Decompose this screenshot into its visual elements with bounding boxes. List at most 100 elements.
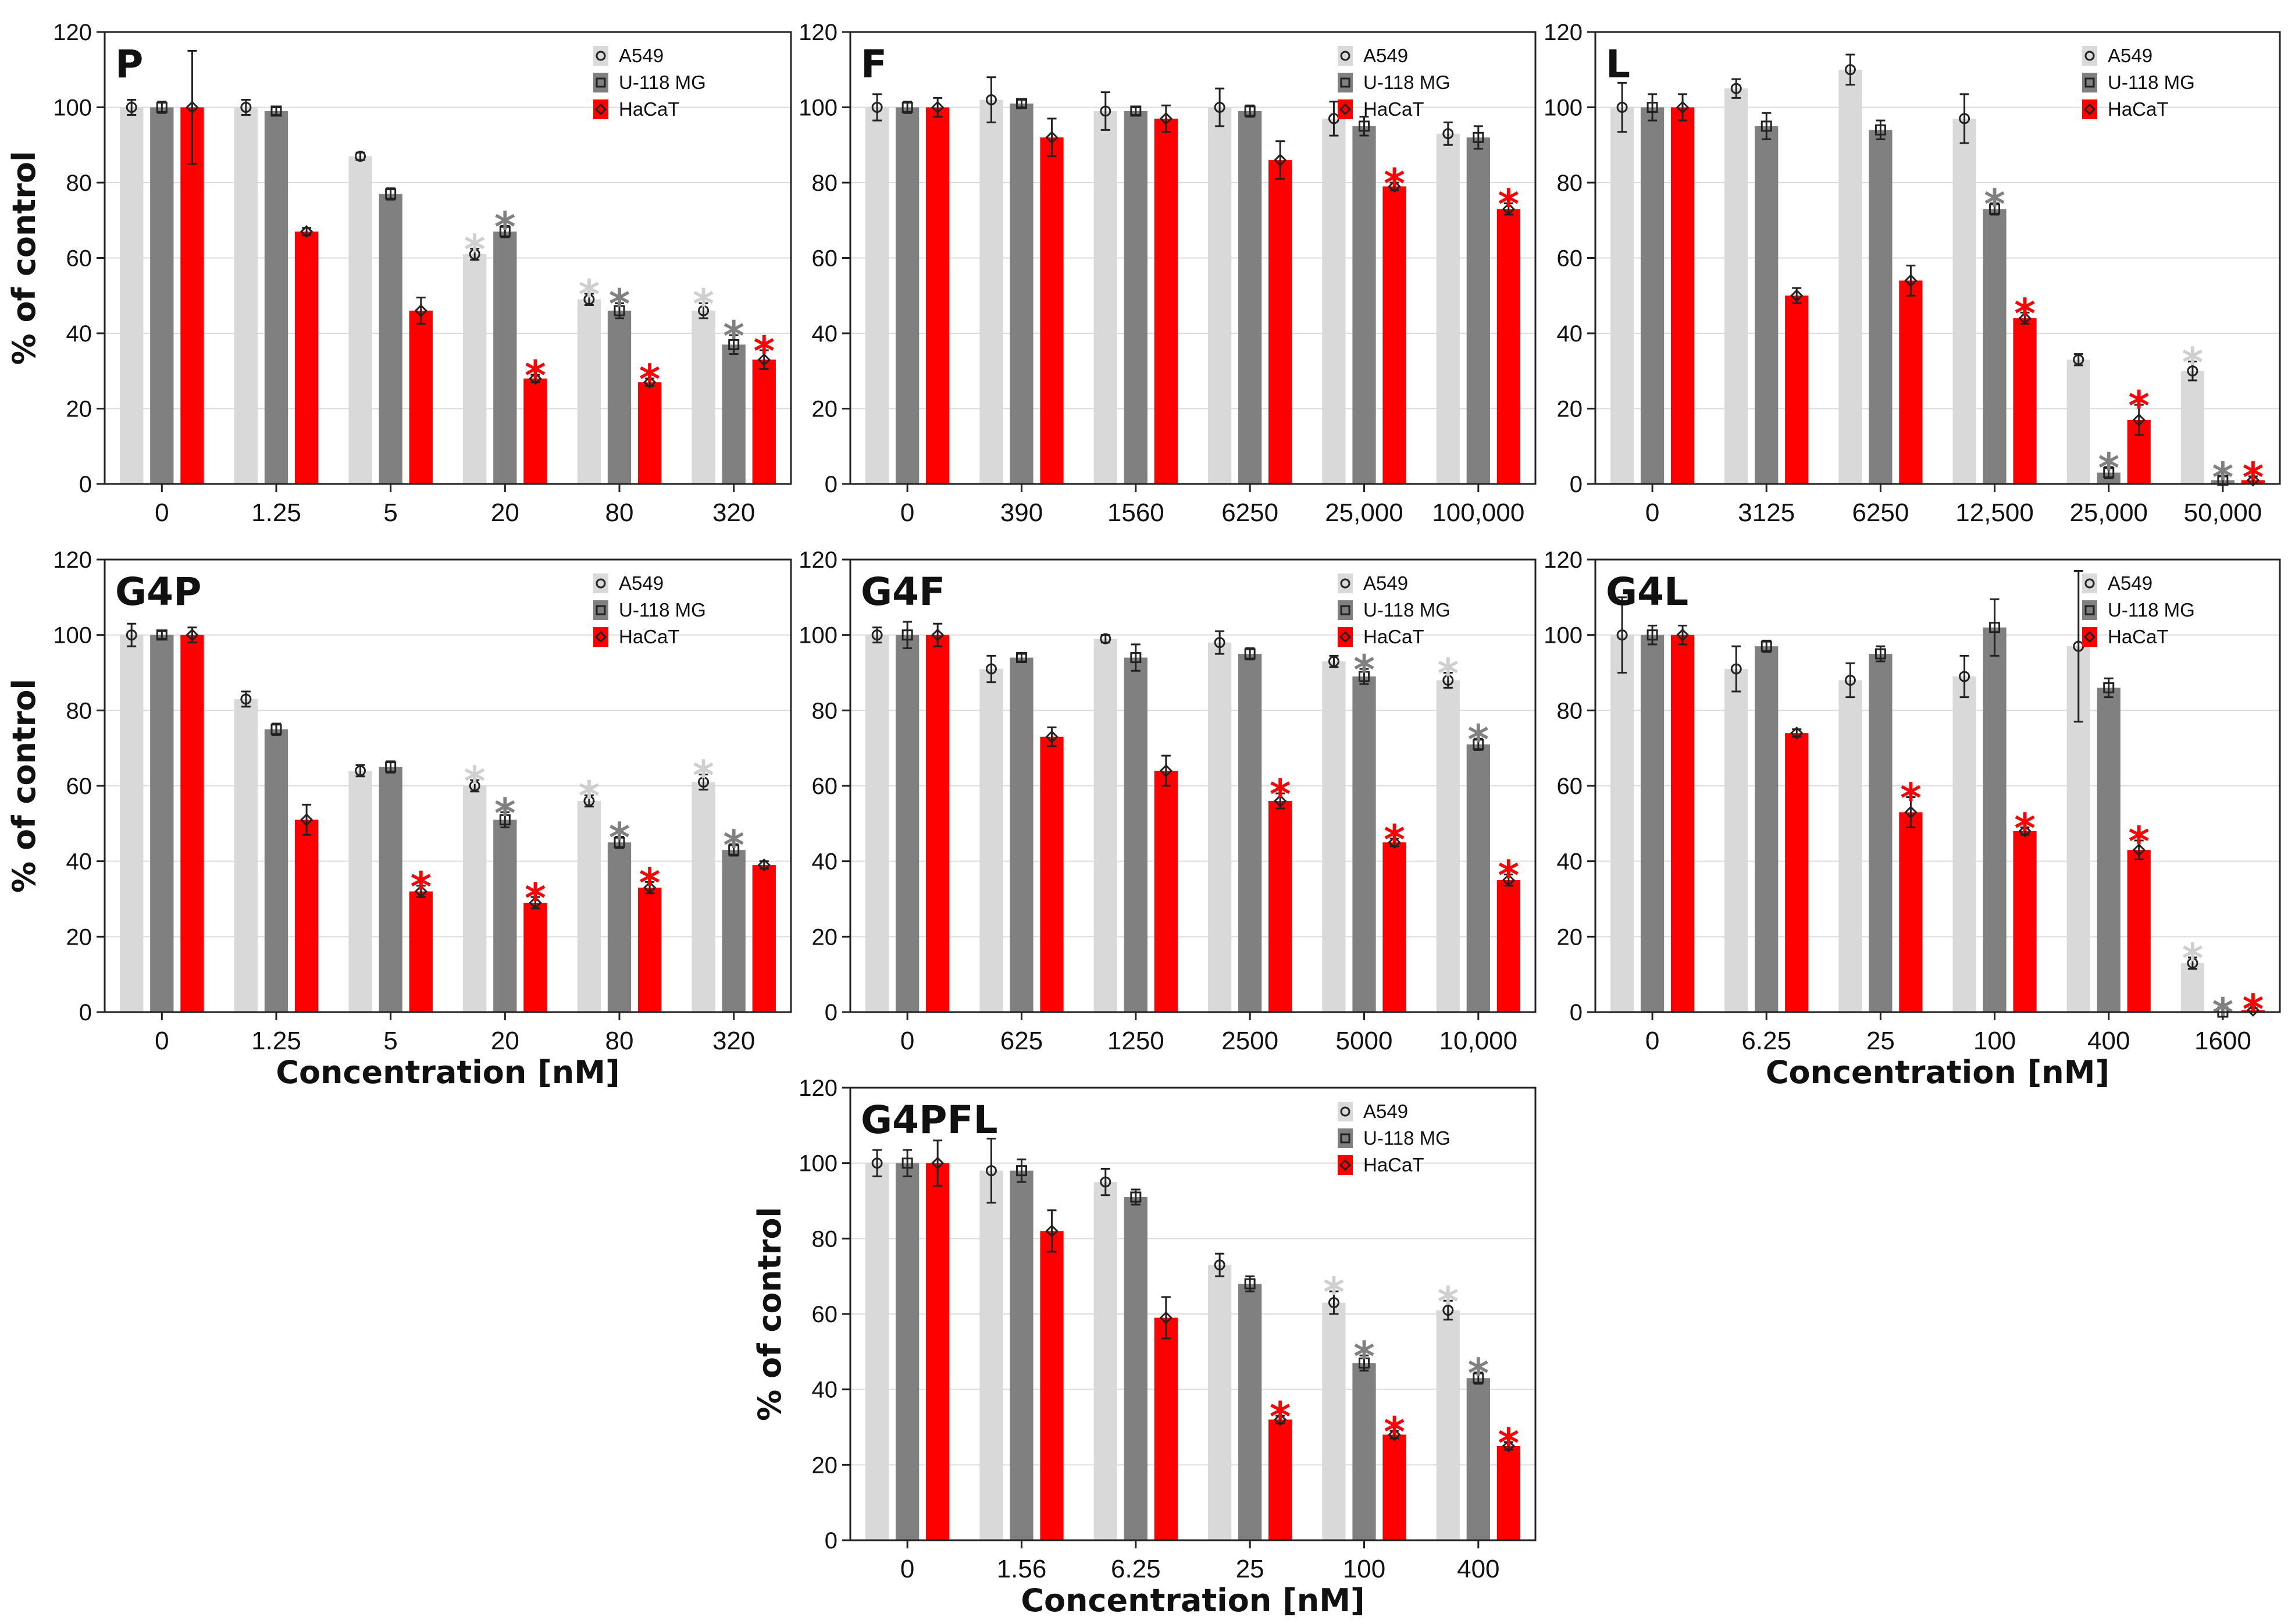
legend-marker bbox=[1340, 77, 1350, 88]
y-tick-label: 120 bbox=[53, 547, 92, 573]
mean-marker bbox=[1502, 202, 1515, 216]
significance-star: * bbox=[579, 772, 600, 820]
x-tick-label: 25 bbox=[1866, 1027, 1895, 1055]
y-tick-label: 20 bbox=[66, 924, 92, 950]
mean-marker bbox=[1442, 674, 1454, 686]
mean-marker bbox=[1442, 128, 1454, 140]
legend-label: HaCaT bbox=[1363, 98, 1424, 120]
bar-hacat bbox=[523, 378, 547, 484]
mean-marker bbox=[901, 629, 913, 641]
mean-marker bbox=[728, 844, 740, 856]
mean-marker bbox=[698, 777, 710, 788]
legend-swatch bbox=[2082, 46, 2097, 66]
legend-label: U-118 MG bbox=[619, 72, 706, 93]
y-tick-label: 20 bbox=[66, 397, 92, 422]
legend-label: HaCaT bbox=[2108, 98, 2169, 120]
legend-swatch bbox=[593, 46, 608, 66]
legend-marker bbox=[1339, 1159, 1352, 1171]
mean-marker bbox=[469, 780, 480, 792]
legend-marker bbox=[2083, 103, 2096, 116]
mean-marker bbox=[583, 294, 595, 305]
x-tick-label: 1.25 bbox=[251, 498, 301, 527]
y-tick-label: 60 bbox=[66, 246, 92, 272]
bar-a549 bbox=[1838, 69, 1862, 484]
bar-u-118-mg bbox=[1010, 657, 1033, 1012]
mean-marker bbox=[931, 101, 945, 114]
legend-label: U-118 MG bbox=[1363, 599, 1451, 621]
y-axis-title: % of control bbox=[6, 679, 42, 893]
legend-marker bbox=[594, 631, 607, 643]
bar-hacat bbox=[752, 865, 776, 1012]
bar-a549 bbox=[1610, 107, 1634, 484]
legend-marker bbox=[596, 605, 606, 615]
mean-marker bbox=[728, 339, 740, 350]
significance-star: * bbox=[609, 814, 630, 862]
legend-label: A549 bbox=[2108, 45, 2152, 66]
bar-u-118-mg bbox=[1238, 111, 1262, 485]
mean-marker bbox=[1959, 671, 1970, 682]
bar-hacat bbox=[180, 107, 204, 484]
y-tick-label: 20 bbox=[1557, 397, 1583, 422]
legend-label: A549 bbox=[619, 45, 664, 66]
significance-star: * bbox=[2128, 818, 2150, 866]
y-tick-label: 40 bbox=[1557, 849, 1583, 875]
mean-marker bbox=[643, 376, 657, 389]
chart-panel-f: 0 20 40 60 80 100 120 0 390 1560 6250 25,000 * 100,00… bbox=[799, 20, 1537, 527]
bar-hacat bbox=[1154, 771, 1178, 1012]
x-tick-label: 6250 bbox=[1221, 498, 1278, 527]
bar-u-118-mg bbox=[1983, 209, 2007, 484]
bar-a549 bbox=[463, 254, 487, 484]
mean-marker bbox=[614, 836, 625, 848]
mean-marker bbox=[1359, 1357, 1370, 1369]
bar-a549 bbox=[2180, 963, 2205, 1012]
legend-marker bbox=[1340, 1133, 1350, 1144]
mean-marker bbox=[1502, 873, 1515, 887]
legend-marker bbox=[2084, 605, 2095, 615]
significance-star: * bbox=[1323, 1269, 1345, 1316]
legend-marker bbox=[2083, 631, 2096, 643]
y-tick-label: 120 bbox=[799, 20, 837, 45]
bar-a549 bbox=[1436, 133, 1460, 484]
bar-hacat bbox=[2013, 831, 2037, 1012]
mean-marker bbox=[1388, 836, 1401, 849]
mean-marker bbox=[1274, 794, 1287, 808]
x-axis-title: Concentration [nM] bbox=[1766, 1054, 2109, 1091]
bar-a549 bbox=[1952, 118, 1976, 485]
y-tick-label: 40 bbox=[812, 321, 838, 347]
bar-hacat bbox=[409, 891, 433, 1012]
bar-hacat bbox=[180, 635, 204, 1012]
significance-star: * bbox=[1353, 1333, 1375, 1380]
bar-u-118-mg bbox=[379, 767, 402, 1012]
x-tick-label: 5000 bbox=[1336, 1027, 1393, 1055]
x-tick-label: 320 bbox=[712, 1027, 755, 1055]
bar-a549 bbox=[979, 669, 1003, 1012]
mean-marker bbox=[1159, 764, 1172, 778]
x-tick-label: 25 bbox=[1236, 1555, 1264, 1583]
bar-u-118-mg bbox=[264, 729, 288, 1012]
mean-marker bbox=[1676, 628, 1690, 642]
mean-marker bbox=[156, 629, 167, 641]
y-tick-label: 80 bbox=[812, 698, 838, 724]
x-tick-label: 3125 bbox=[1738, 498, 1795, 527]
panel-label: G4F bbox=[861, 569, 945, 614]
bar-a549 bbox=[1436, 680, 1460, 1012]
bar-u-118-mg bbox=[1238, 654, 1262, 1012]
significance-star: * bbox=[1900, 774, 1922, 822]
legend-label: HaCaT bbox=[2108, 626, 2169, 647]
x-axis-title: Concentration [nM] bbox=[1021, 1582, 1364, 1619]
bar-hacat bbox=[1670, 635, 1695, 1012]
bar-hacat bbox=[926, 635, 950, 1012]
bar-hacat bbox=[1040, 736, 1064, 1012]
significance-star: * bbox=[693, 280, 714, 328]
mean-marker bbox=[1214, 637, 1225, 649]
mean-marker bbox=[2103, 467, 2115, 479]
significance-star: * bbox=[2243, 986, 2264, 1034]
legend-marker bbox=[596, 77, 606, 88]
mean-marker bbox=[2187, 957, 2198, 969]
significance-star: * bbox=[639, 859, 661, 907]
